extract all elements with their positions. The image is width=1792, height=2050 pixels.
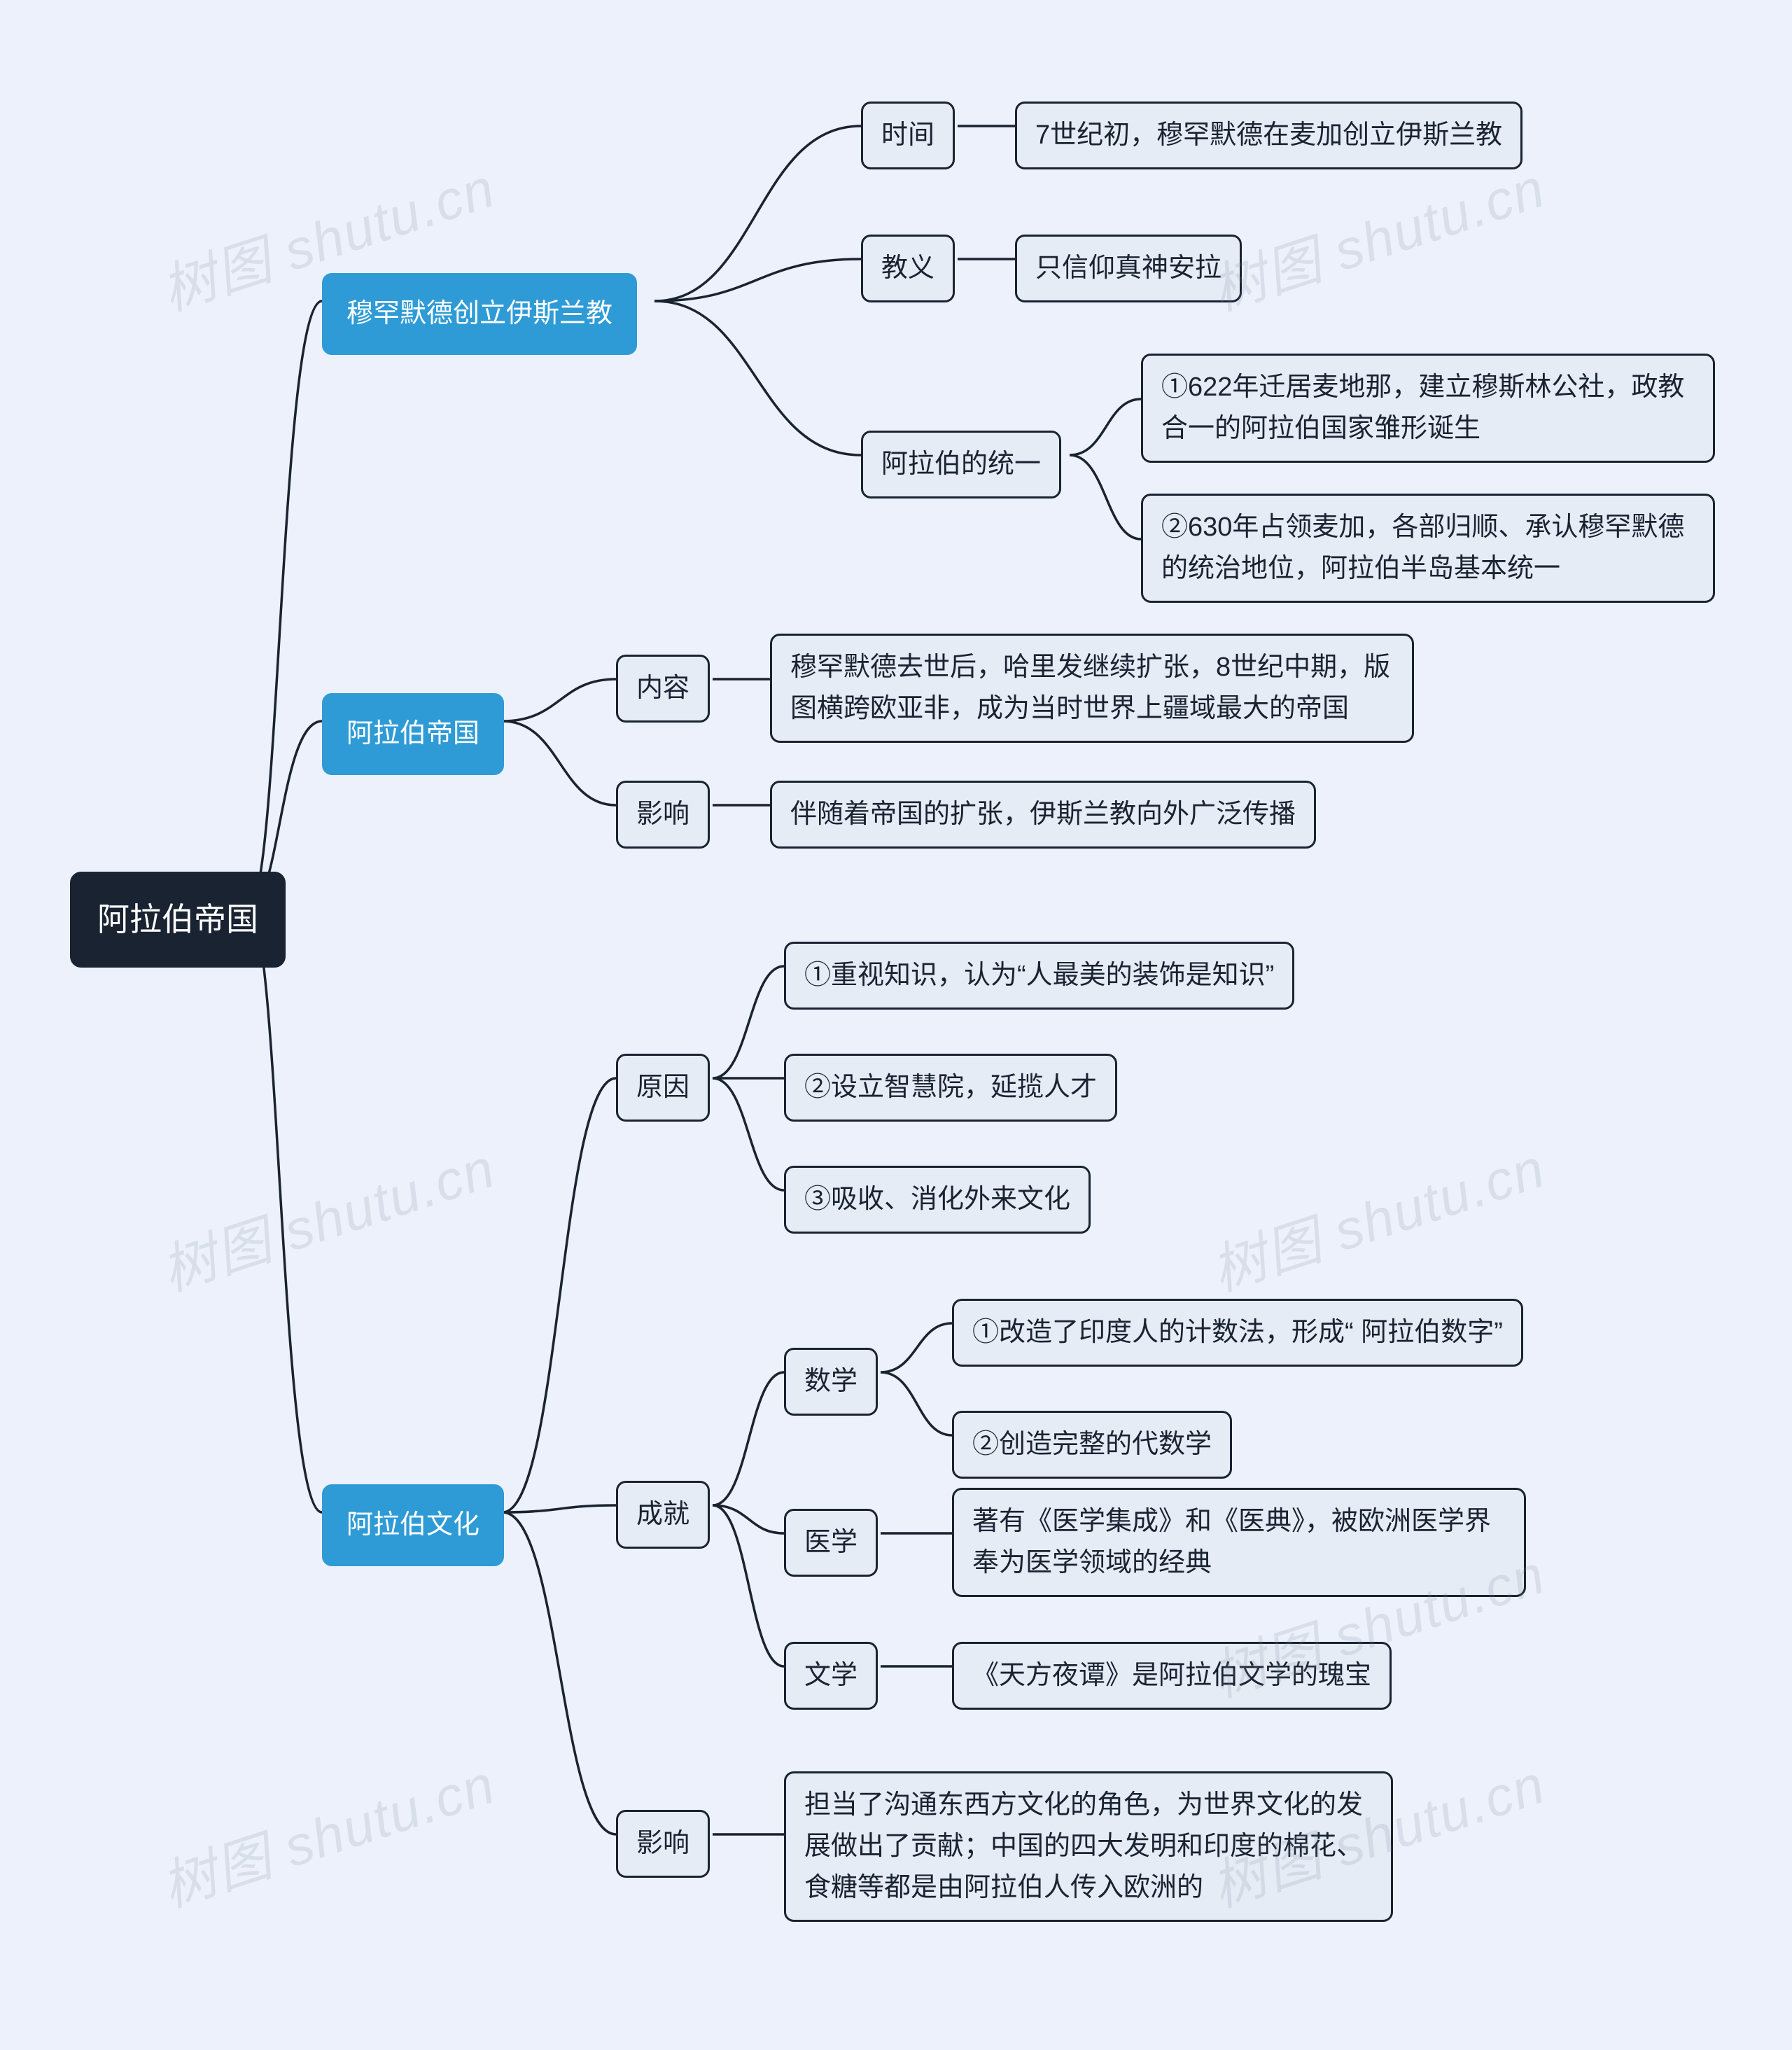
node-math-2[interactable]: ②创造完整的代数学 bbox=[952, 1411, 1232, 1479]
node-content-detail[interactable]: 穆罕默德去世后，哈里发继续扩张，8世纪中期，版图横跨欧亚非，成为当时世界上疆域最… bbox=[770, 634, 1414, 743]
watermark-text: 树图 shutu.cn bbox=[150, 1124, 504, 1306]
node-medicine[interactable]: 医学 bbox=[784, 1509, 878, 1577]
connector-layer bbox=[0, 0, 1792, 2050]
node-empire-impact[interactable]: 影响 bbox=[616, 781, 710, 849]
node-content[interactable]: 内容 bbox=[616, 655, 710, 723]
branch-empire[interactable]: 阿拉伯帝国 bbox=[322, 693, 504, 775]
node-empire-impact-detail[interactable]: 伴随着帝国的扩张，伊斯兰教向外广泛传播 bbox=[770, 781, 1316, 849]
node-time[interactable]: 时间 bbox=[861, 102, 955, 169]
node-achievement[interactable]: 成就 bbox=[616, 1481, 710, 1549]
root-node[interactable]: 阿拉伯帝国 bbox=[70, 872, 286, 968]
branch-islam[interactable]: 穆罕默德创立伊斯兰教 bbox=[322, 273, 637, 355]
node-unification-2[interactable]: ②630年占领麦加，各部归顺、承认穆罕默德的统治地位，阿拉伯半岛基本统一 bbox=[1141, 494, 1715, 603]
watermark-text: 树图 shutu.cn bbox=[1200, 1124, 1554, 1306]
node-reason[interactable]: 原因 bbox=[616, 1054, 710, 1122]
watermark-text: 树图 shutu.cn bbox=[150, 1741, 504, 1922]
node-reason-1[interactable]: ①重视知识，认为“人最美的装饰是知识” bbox=[784, 942, 1294, 1010]
node-time-detail[interactable]: 7世纪初，穆罕默德在麦加创立伊斯兰教 bbox=[1015, 102, 1522, 169]
node-reason-2[interactable]: ②设立智慧院，延揽人才 bbox=[784, 1054, 1117, 1122]
node-unification-1[interactable]: ①622年迁居麦地那，建立穆斯林公社，政教合一的阿拉伯国家雏形诞生 bbox=[1141, 354, 1715, 463]
node-literature[interactable]: 文学 bbox=[784, 1642, 878, 1710]
branch-culture[interactable]: 阿拉伯文化 bbox=[322, 1484, 504, 1566]
watermark-text: 树图 shutu.cn bbox=[1200, 144, 1554, 326]
node-doctrine[interactable]: 教义 bbox=[861, 235, 955, 302]
node-literature-detail[interactable]: 《天方夜谭》是阿拉伯文学的瑰宝 bbox=[952, 1642, 1392, 1710]
node-math-1[interactable]: ①改造了印度人的计数法，形成“ 阿拉伯数字” bbox=[952, 1299, 1523, 1367]
node-culture-impact-detail[interactable]: 担当了沟通东西方文化的角色，为世界文化的发展做出了贡献；中国的四大发明和印度的棉… bbox=[784, 1771, 1393, 1922]
node-culture-impact[interactable]: 影响 bbox=[616, 1810, 710, 1878]
node-math[interactable]: 数学 bbox=[784, 1348, 878, 1416]
node-reason-3[interactable]: ③吸收、消化外来文化 bbox=[784, 1166, 1091, 1234]
node-doctrine-detail[interactable]: 只信仰真神安拉 bbox=[1015, 235, 1242, 302]
node-unification[interactable]: 阿拉伯的统一 bbox=[861, 431, 1061, 498]
node-medicine-detail[interactable]: 著有《医学集成》和《医典》，被欧洲医学界奉为医学领域的经典 bbox=[952, 1488, 1526, 1597]
